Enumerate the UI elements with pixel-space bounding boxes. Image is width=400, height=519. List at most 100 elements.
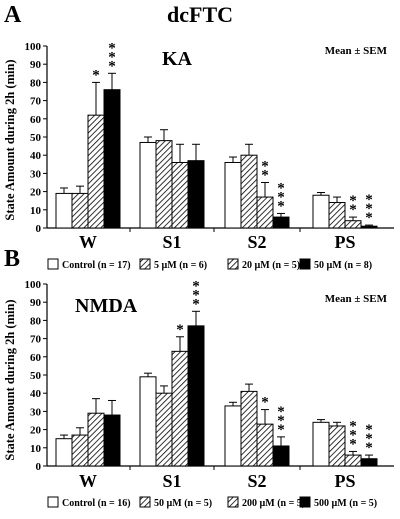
legend-swatch [47,496,59,508]
bar [187,160,205,229]
legend-swatch [227,496,239,508]
bar [187,325,205,467]
y-tick-label: 0 [36,223,42,235]
x-category-label: PS [334,471,355,491]
x-category-label: PS [334,232,355,252]
legend-label: 50 µM (n = 8) [314,260,372,271]
bar [139,141,157,229]
y-tick-label: 10 [30,205,42,217]
legend-swatch [47,258,59,270]
significance-star: * [277,413,285,429]
y-tick-label: 60 [30,352,42,364]
legend-label: Control (n = 16) [62,498,131,509]
bar [272,216,290,229]
legend-label: 20 µM (n = 5) [242,260,300,271]
bar [155,140,173,229]
bar [87,412,105,467]
bar [312,194,330,229]
bar [71,192,89,229]
bar [171,161,189,229]
panel-letter: B [4,246,20,272]
bar [272,445,290,467]
significance-star: * [261,159,269,175]
significance-star: * [277,189,285,205]
y-tick-label: 100 [25,279,42,291]
y-axis-label: State Amount during 2h (min) [3,299,17,460]
legend-swatch [139,258,151,270]
y-tick-label: 100 [25,41,42,53]
significance-star: * [261,395,269,411]
legend-label: Control (n = 17) [62,260,131,271]
bar [171,350,189,467]
y-tick-label: 40 [30,388,42,400]
bar [256,423,274,467]
bar [328,425,346,467]
significance-star: * [365,422,373,438]
bar [344,220,362,229]
bar [224,161,242,229]
legend-swatch [139,496,151,508]
significance-star: * [108,58,116,74]
bar [360,225,378,229]
significance-star: * [349,436,357,452]
significance-star: * [192,278,200,294]
legend-label: 200 µM (n = 5) [242,498,305,509]
y-axis-label: State Amount during 2h (min) [3,59,17,220]
x-category-label: S2 [247,471,266,491]
bar [155,392,173,467]
significance-star: * [365,192,373,208]
y-tick-label: 70 [30,96,42,108]
y-tick-label: 50 [30,132,42,144]
mean-sem-annotation: Mean ± SEM [325,293,388,305]
significance-star: * [349,427,357,443]
bar [55,192,73,229]
bar [71,434,89,467]
bar [103,89,121,229]
legend-swatch [299,258,311,270]
legend-label: 50 µM (n = 5) [154,498,212,509]
significance-star: * [277,404,285,420]
significance-star: * [176,322,184,338]
bar [55,438,73,467]
y-tick-label: 90 [30,297,42,309]
chart-title: dcFTC [167,2,233,27]
significance-star: * [92,67,100,83]
y-tick-label: 90 [30,59,42,71]
chart-panel-b: B NMDA Mean ± SEM 0 10 20 30 40 50 60 70 80 90 100 Sta… [3,246,394,509]
y-tick-label: 50 [30,370,42,382]
legend-label: 500 µM (n = 5) [314,498,377,509]
mean-sem-annotation: Mean ± SEM [325,45,388,57]
significance-star: * [365,431,373,447]
bar [344,454,362,467]
y-tick-label: 40 [30,150,42,162]
chart-subtitle: KA [162,48,193,70]
bar [240,154,258,229]
significance-star: * [192,287,200,303]
bar [103,414,121,467]
y-tick-label: 80 [30,77,42,89]
y-tick-label: 80 [30,315,42,327]
significance-star: * [365,440,373,456]
y-tick-label: 10 [30,443,42,455]
bar [139,376,157,467]
legend-swatch [227,258,239,270]
significance-star: * [277,422,285,438]
significance-star: * [108,49,116,65]
legend-label: 5 µM (n = 6) [154,260,207,271]
significance-star: * [277,198,285,214]
bar [328,202,346,229]
y-tick-label: 20 [30,425,42,437]
significance-star: * [192,296,200,312]
legend-swatch [299,496,311,508]
bar [256,196,274,229]
x-category-label: S2 [247,232,266,252]
x-category-label: S1 [162,471,181,491]
panel-letter: A [4,2,22,28]
y-tick-label: 20 [30,187,42,199]
significance-star: * [349,193,357,209]
y-tick-label: 70 [30,334,42,346]
significance-star: * [261,168,269,184]
